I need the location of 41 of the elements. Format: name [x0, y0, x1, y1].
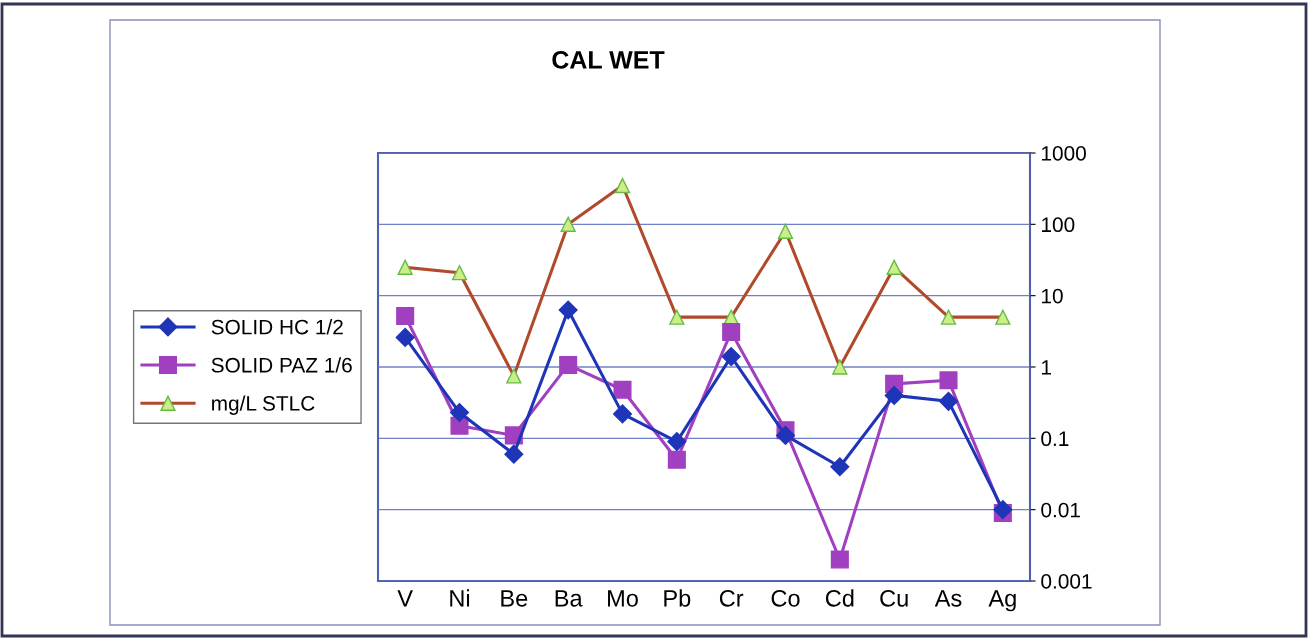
point	[722, 322, 741, 341]
point	[938, 391, 959, 411]
x-tick-label: Cd	[825, 589, 854, 607]
y-tick-label: 100	[1042, 217, 1075, 233]
point	[613, 380, 632, 399]
y-tick-label: 1	[1042, 360, 1051, 375]
x-tick-label: Ag	[988, 590, 1016, 612]
y-tick-label: 1000	[1042, 146, 1086, 161]
point	[775, 425, 796, 445]
point	[395, 327, 415, 347]
y-tick-label: 0.1	[1041, 431, 1069, 447]
point	[667, 450, 686, 469]
x-tick-label: Co	[771, 589, 800, 607]
point	[884, 385, 904, 405]
chart-title: CAL WET	[552, 51, 665, 69]
x-tick-label: Cr	[719, 589, 744, 607]
point	[504, 444, 524, 464]
point	[449, 402, 470, 423]
x-tick-label: Mo	[608, 590, 638, 607]
x-tick-label: Pb	[664, 589, 691, 607]
point	[612, 404, 633, 424]
y-tick-label: 0.001	[1041, 574, 1092, 589]
point	[667, 432, 687, 452]
x-tick-label: As	[934, 590, 962, 607]
point	[559, 355, 578, 374]
point	[721, 347, 741, 367]
point	[558, 300, 578, 320]
point	[830, 457, 850, 477]
x-tick-label: V	[397, 590, 413, 607]
point	[830, 550, 849, 569]
legend-label: SOLID PAZ 1/6	[211, 357, 352, 373]
y-tick-label: 0.01	[1041, 502, 1080, 518]
point	[939, 371, 958, 390]
x-tick-label: Ni	[450, 589, 470, 607]
x-tick-label: Be	[501, 590, 528, 607]
point	[396, 306, 415, 325]
x-tick-label: Ba	[555, 590, 583, 607]
x-tick-label: Cu	[880, 589, 908, 607]
legend-label: SOLID HC 1/2	[211, 319, 343, 335]
y-tick-label: 10	[1042, 288, 1063, 304]
legend-label: mg/L STLC	[212, 395, 315, 415]
